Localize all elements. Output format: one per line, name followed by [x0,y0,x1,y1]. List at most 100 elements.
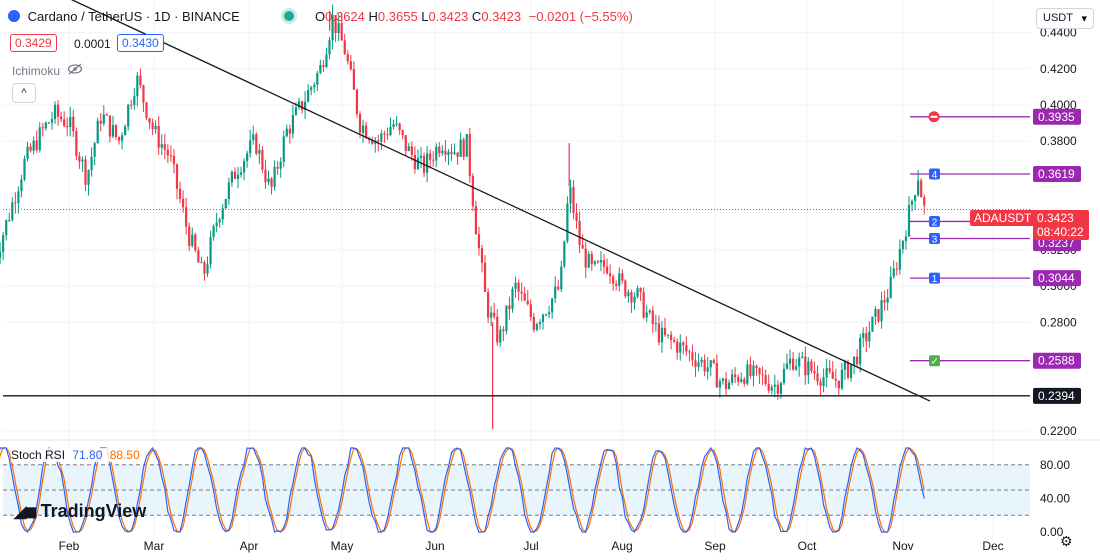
candle-body [874,309,877,317]
candle [288,124,291,144]
ask-price-button[interactable]: 0.3430 [117,34,164,52]
candle [773,374,776,398]
candle [96,117,99,144]
candle [700,356,703,368]
candle [673,336,676,344]
candle [755,364,758,376]
candle-body [590,253,593,264]
candle-body [502,329,505,332]
candle [169,145,172,162]
candle [731,369,734,386]
candle [499,325,502,347]
candle [166,144,169,163]
candle-body [877,309,880,322]
grid [0,0,1100,540]
candle-body [209,237,212,265]
price-axis[interactable]: 0.22000.28000.30000.32000.38000.40000.42… [1033,26,1081,539]
candle-body [670,334,673,340]
candle-body [813,371,816,374]
market-status-dot [284,9,294,24]
candle [480,244,484,273]
candle-body [407,146,410,151]
candle-body [694,360,697,367]
candle-body [755,365,758,369]
candle-body [255,134,258,154]
candle [743,376,746,387]
candle-body [365,125,368,139]
candle [551,297,554,319]
candle-body [810,361,813,372]
candle-body [124,126,127,136]
candle [886,288,889,311]
candle-body [53,104,57,120]
spread-value: 0.0001 [74,37,111,51]
candle [90,147,93,177]
candle [761,366,764,386]
candle-body [523,293,526,301]
candle [151,118,154,136]
candle [188,222,191,251]
candle-body [160,144,163,148]
candle [154,120,157,134]
candle-body [468,134,471,177]
candle-body [596,261,599,263]
candle [477,226,481,256]
candle-body [386,134,389,136]
stoch-rsi-legend[interactable]: Stoch RSI 71.80 88.50 [11,448,140,462]
candle [435,143,438,168]
candle [874,306,877,325]
candle [69,106,72,137]
candle [230,170,233,187]
candle [465,133,468,157]
candle [38,122,41,153]
downtrend-line[interactable] [14,0,931,402]
candle [892,260,895,280]
candle [404,135,407,156]
eye-off-icon[interactable] [67,63,83,78]
candle [270,177,273,195]
candle-body [81,159,84,162]
stoch-rsi-title: Stoch RSI [11,448,66,462]
candle [749,356,752,379]
candle-body [23,158,26,180]
tradingview-logo[interactable]: ◢◼ TradingView [14,501,146,522]
candle [639,287,642,301]
currency-select[interactable]: USDT ▾ [1036,8,1094,29]
candle-body [471,176,474,207]
time-axis[interactable]: Feb Mar Apr May Jun Jul Aug Sep Oct Nov Dec [59,539,1004,553]
candle-body [880,300,883,322]
candle-body [154,125,157,130]
candle-body [17,191,20,204]
candle-body [666,334,670,336]
indicator-ichimoku-label[interactable]: Ichimoku [12,63,83,78]
candle [401,129,404,140]
candle [416,149,420,171]
candle [365,121,368,140]
candle-body [923,197,926,206]
candle [249,129,252,158]
candle-body [5,220,8,236]
candle-body [243,160,246,173]
candle-body [612,276,615,284]
candle-body [319,65,322,74]
collapse-legend-button[interactable]: ^ [12,83,36,103]
candle [706,357,709,380]
symbol-header[interactable]: Cardano / TetherUS · 1D · BINANCE [8,9,240,24]
candle [822,368,825,393]
drawn-lines[interactable]: 4 2 1 ✓ 3 [3,0,1030,402]
candle-body [801,356,804,358]
time-tick-label: Dec [982,539,1003,553]
candle-body [584,248,587,268]
bid-price-button[interactable]: 0.3429 [10,34,57,52]
candle [487,288,490,324]
candle [581,234,584,249]
candle [346,50,349,65]
candle-body [477,234,481,249]
candle [84,155,87,192]
candle-body [792,358,795,370]
candle-body [419,155,423,158]
candle-body [50,119,54,123]
settings-gear-icon[interactable]: ⚙ [1060,533,1073,549]
